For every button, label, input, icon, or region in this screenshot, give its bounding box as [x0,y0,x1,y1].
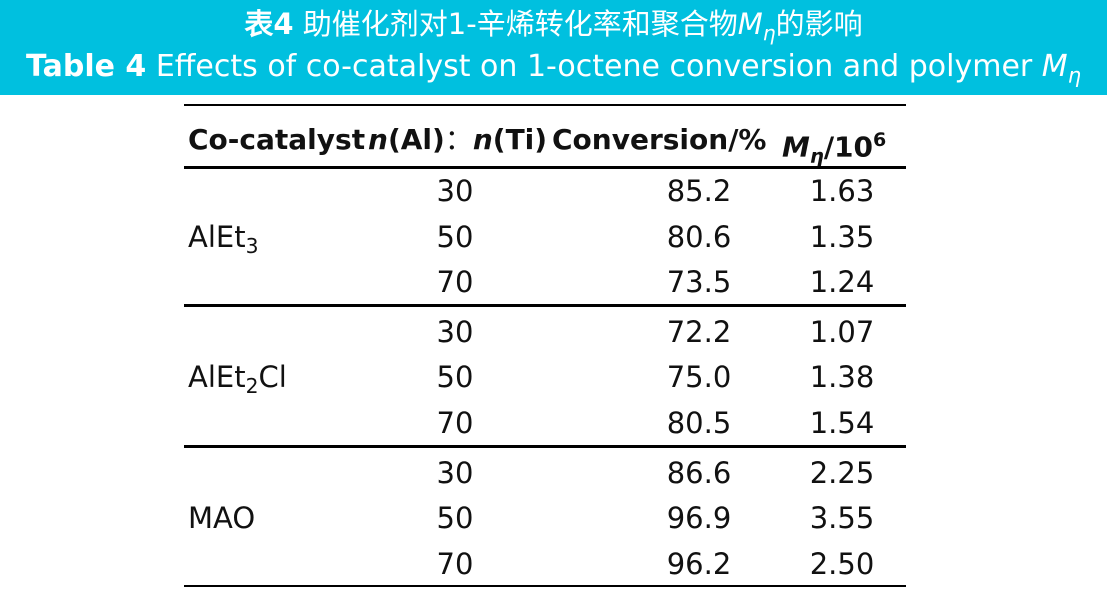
title-banner: 表4 助催化剂对1-辛烯转化率和聚合物Mη的影响 Table 4 Effects… [0,0,1107,95]
conversion-cell: 80.6 [666,220,732,254]
conversion-cell: 75.0 [666,360,732,394]
title-chinese: 表4 助催化剂对1-辛烯转化率和聚合物Mη的影响 [0,4,1107,53]
mn-cell: 1.38 [809,360,875,394]
ratio-cell: 70 [436,265,474,299]
mn-cell: 1.35 [809,220,875,254]
header-ratio-sep: ： [444,123,473,156]
title-cn-symbol-sub: η [762,21,776,46]
conversion-cell: 85.2 [666,174,732,208]
data-table: Co-catalyst n(Al)：n(Ti) Conversion/% Mη/… [184,104,906,588]
group-divider [184,304,906,307]
title-english: Table 4 Effects of co-catalyst on 1-octe… [0,46,1107,96]
title-en-symbol: M [1041,49,1068,84]
header-mn-symbol: M [782,130,810,164]
ratio-cell: 50 [436,220,474,254]
mn-cell: 1.54 [809,406,875,440]
header-ratio-n1: n [368,123,388,156]
header-ratio-ti: (Ti) [492,123,548,156]
ratio-cell: 70 [436,406,474,440]
cocatalyst-cell: AlEt3 [188,217,259,266]
title-en-label: Table 4 [26,49,147,84]
title-en-text: Effects of co-catalyst on 1-octene conve… [155,49,1033,84]
conversion-cell: 80.5 [666,406,732,440]
ratio-cell: 50 [436,501,474,535]
ratio-cell: 70 [436,547,474,581]
mn-cell: 1.24 [809,265,875,299]
mn-cell: 3.55 [809,501,875,535]
mn-cell: 1.63 [809,174,875,208]
cocatalyst-cell: AlEt2Cl [188,357,287,406]
title-cn-tail: 的影响 [775,7,863,41]
mn-cell: 1.07 [809,315,875,349]
cocatalyst-main: AlEt [188,220,246,254]
cocatalyst-sub: 2 [245,374,259,399]
title-cn-text: 助催化剂对1-辛烯转化率和聚合物 [302,7,738,41]
header-ratio-al: (Al) [387,123,445,156]
mn-cell: 2.25 [809,456,875,490]
conversion-cell: 86.6 [666,456,732,490]
title-cn-symbol: M [737,7,763,41]
header-ratio: n(Al)：n(Ti) [368,120,547,160]
header-cocatalyst: Co-catalyst [188,123,366,156]
header-mn-exp: 6 [873,129,887,151]
header-ratio-n2: n [472,123,493,156]
title-en-symbol-sub: η [1067,63,1081,88]
header-rule [184,166,906,169]
group-divider [184,445,906,448]
cocatalyst-cell: MAO [188,498,255,547]
cocatalyst-sub: 3 [245,234,259,259]
cocatalyst-main: MAO [188,501,256,535]
table-top-rule [184,104,906,106]
ratio-cell: 50 [436,360,474,394]
cocatalyst-tail: Cl [258,360,287,394]
header-conversion: Conversion/% [552,123,767,156]
conversion-cell: 73.5 [666,265,732,299]
title-cn-label: 表4 [244,7,294,41]
header-mn: Mη/106 [782,120,886,176]
conversion-cell: 72.2 [666,315,732,349]
ratio-cell: 30 [436,456,474,490]
ratio-cell: 30 [436,174,474,208]
mn-cell: 2.50 [809,547,875,581]
conversion-cell: 96.9 [666,501,732,535]
ratio-cell: 30 [436,315,474,349]
header-mn-sub: η [809,144,824,168]
table-bottom-rule [184,585,906,587]
header-mn-unit: /10 [823,130,874,164]
conversion-cell: 96.2 [666,547,732,581]
cocatalyst-main: AlEt [188,360,246,394]
